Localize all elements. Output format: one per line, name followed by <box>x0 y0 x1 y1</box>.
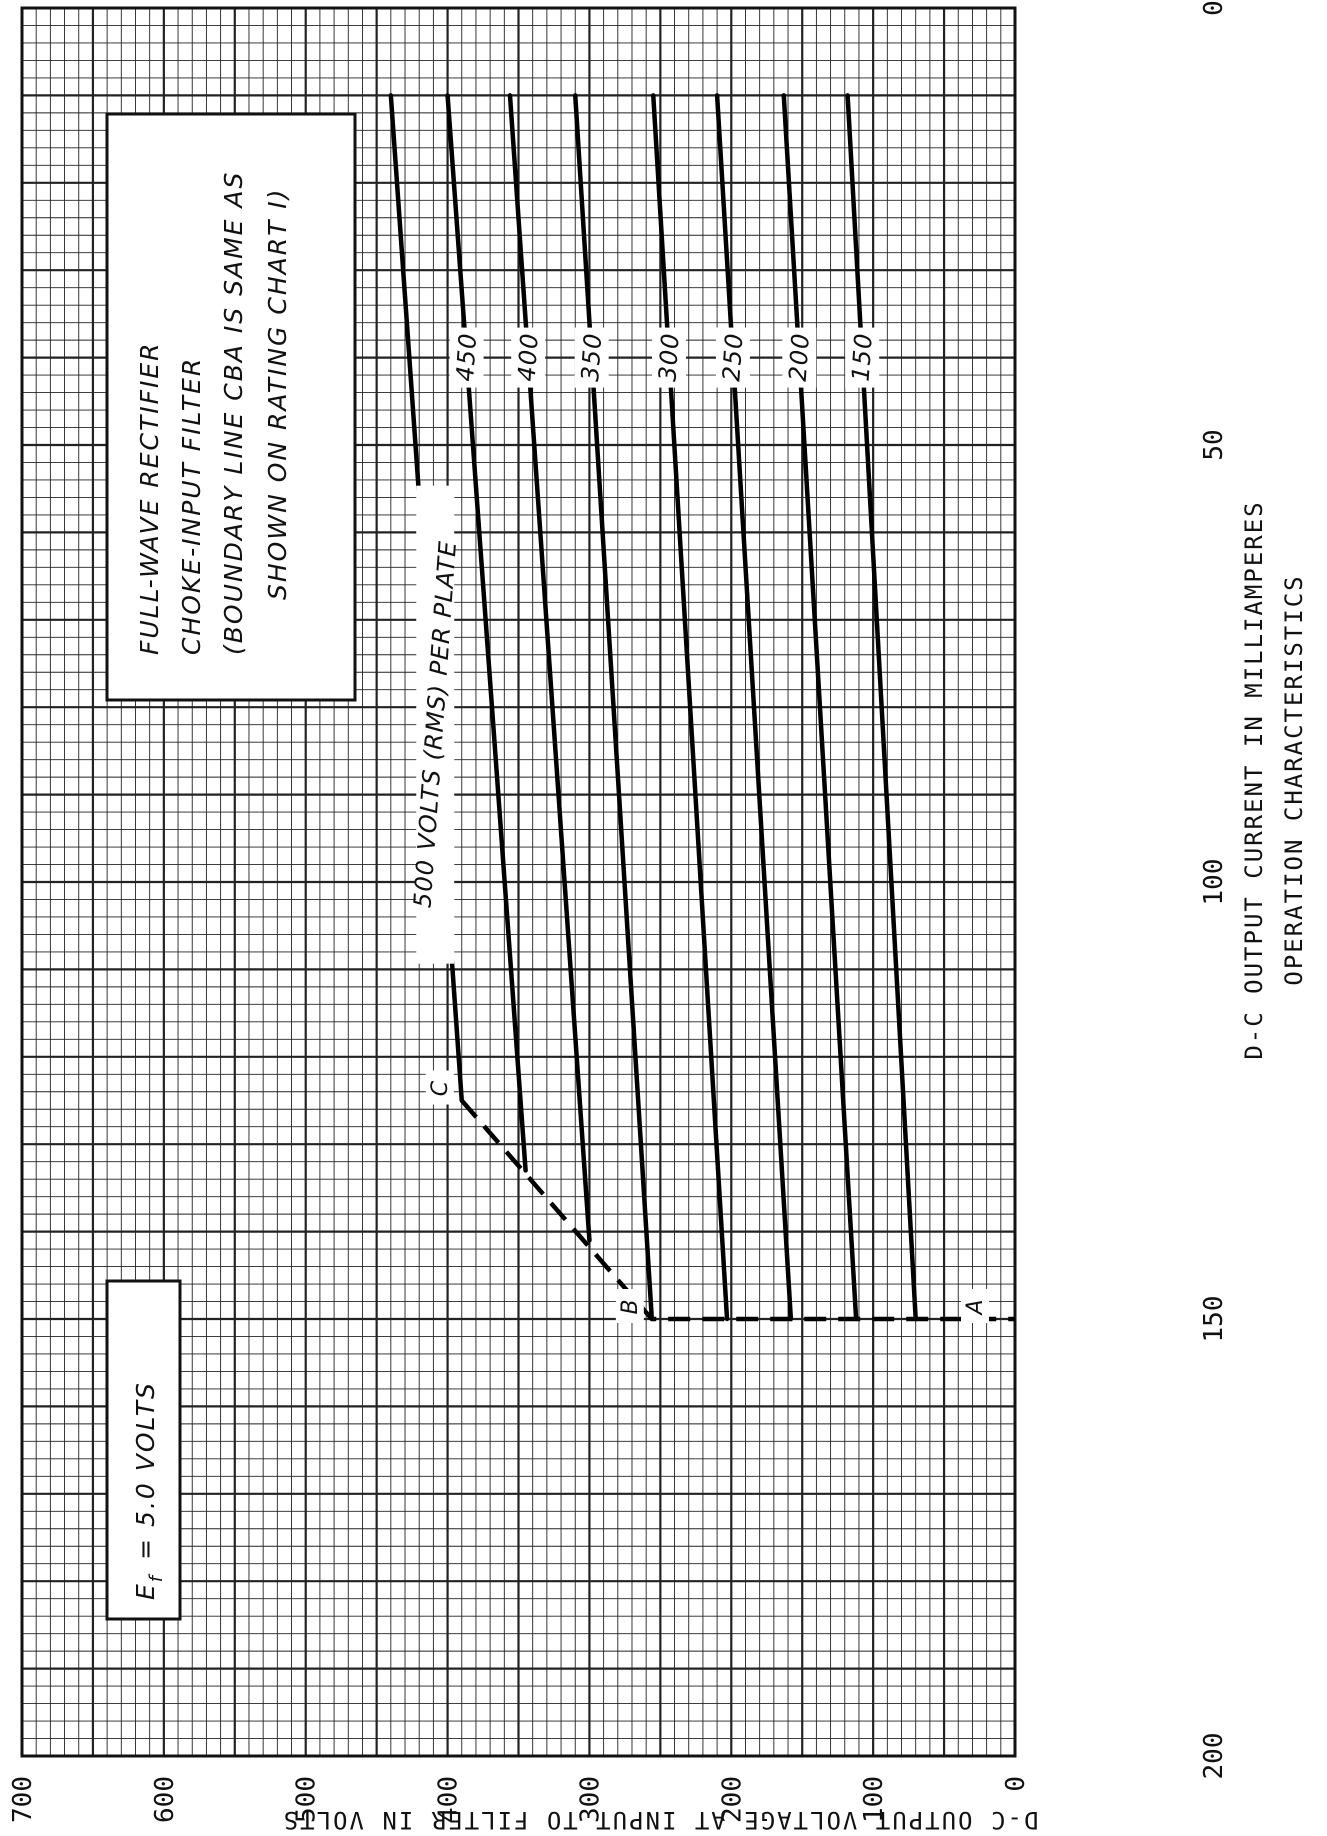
point-label-bg <box>425 1070 454 1105</box>
note-line: FULL-WAVE RECTIFIER <box>135 341 164 655</box>
y-tick-label: 300 <box>575 1776 605 1823</box>
series-line-250 <box>714 93 794 1322</box>
y-tick-label: 200 <box>717 1776 747 1823</box>
curve-label-bg <box>449 327 484 388</box>
y-axis-title: D-C OUTPUT VOLTAGE AT INPUT TO FILTER IN… <box>282 1806 1039 1834</box>
curve-label: 350 <box>576 332 607 383</box>
curve-label-bg <box>652 327 687 388</box>
note-line: (BOUNDARY LINE CBA IS SAME AS <box>219 171 248 655</box>
curve-label-bg <box>782 327 817 388</box>
note-boxes <box>105 112 357 1621</box>
series-line-400 <box>507 93 592 1243</box>
x-tick-label: 150 <box>1199 1296 1229 1343</box>
curve-label-bg <box>416 485 455 964</box>
ef-subscript: f <box>146 1573 167 1582</box>
curve-label-bg <box>715 327 750 388</box>
curve-label-bg <box>511 327 546 388</box>
series-line-200 <box>781 93 859 1322</box>
point-label-B: B <box>618 1299 643 1314</box>
curve-label: 150 <box>847 332 878 383</box>
y-tick-label: 500 <box>292 1776 322 1823</box>
series-line-450 <box>445 93 528 1173</box>
curve-label: 250 <box>717 332 748 383</box>
x-tick-label: 100 <box>1199 859 1229 906</box>
point-label-C: C <box>428 1080 453 1096</box>
ef-value: = 5.0 VOLTS <box>131 1381 160 1560</box>
boundary-line-cba <box>460 1099 1015 1322</box>
curve-label: 300 <box>653 332 684 383</box>
curve-label: 400 <box>513 332 544 383</box>
series-line-300 <box>651 93 730 1322</box>
y-tick-label: 100 <box>859 1776 889 1823</box>
chart-title: OPERATION CHARACTERISTICS <box>1280 574 1308 985</box>
x-tick-label: 50 <box>1199 429 1229 460</box>
ef-note: Ef = 5.0 VOLTS <box>131 1381 167 1600</box>
point-label-A: A <box>963 1299 988 1316</box>
ef-note-box <box>105 1279 182 1621</box>
point-label-bg <box>615 1289 644 1323</box>
labels: 0 50 100 150 200 100 200 300 400 500 600 700 0 D-C OU… <box>8 0 1308 1834</box>
note-line: CHOKE-INPUT FILTER <box>177 357 206 655</box>
note-line: SHOWN ON RATING CHART I) <box>263 188 292 600</box>
rectifier-note-box <box>105 112 357 702</box>
plot-frame <box>20 6 1017 1758</box>
y-tick-label: 700 <box>8 1776 38 1823</box>
ef-symbol: E <box>131 1582 160 1600</box>
y-tick-label-zero: 0 <box>1001 1776 1031 1792</box>
series-lines <box>388 93 918 1322</box>
x-tick-label: 0 <box>1199 0 1229 16</box>
y-tick-label: 400 <box>434 1776 464 1823</box>
boundary-cba-dashed <box>460 1099 1015 1322</box>
curve-label-bg <box>845 327 880 388</box>
y-tick-label: 600 <box>150 1776 180 1823</box>
point-label-bg <box>961 1289 989 1323</box>
curve-label-bg <box>574 327 609 388</box>
series-line-150 <box>845 93 918 1322</box>
x-tick-label: 200 <box>1199 1733 1229 1780</box>
curve-label: 450 <box>451 332 482 383</box>
x-axis-title: D-C OUTPUT CURRENT IN MILLIAMPERES <box>1240 500 1268 1059</box>
series-line-350 <box>572 93 655 1322</box>
curve-label: 200 <box>784 332 815 383</box>
